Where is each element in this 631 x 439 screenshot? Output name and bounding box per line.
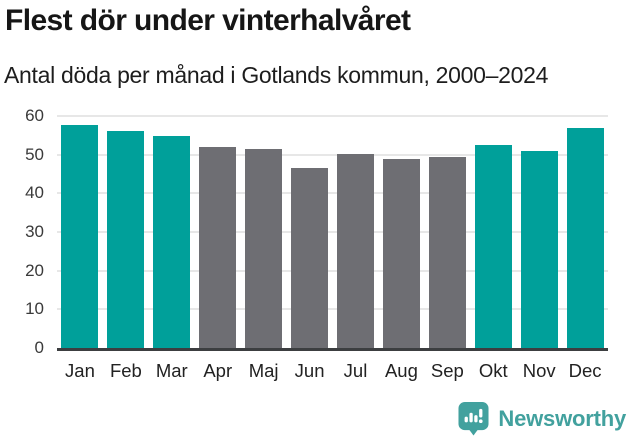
bar-maj <box>245 149 283 348</box>
chart-subtitle: Antal döda per månad i Gotlands kommun, … <box>4 62 549 88</box>
x-tick-label-jul: Jul <box>343 360 368 381</box>
bar-cell <box>424 116 470 348</box>
gridline <box>57 153 608 156</box>
y-tick-label: 20 <box>25 260 44 280</box>
y-tick-label: 10 <box>25 299 44 319</box>
bar-cell <box>287 116 333 348</box>
bar-okt <box>474 145 512 348</box>
bar-feb <box>107 130 145 348</box>
bar-cell <box>195 116 241 348</box>
bar-jun <box>291 168 329 348</box>
x-tick-label-dec: Dec <box>568 360 602 381</box>
x-tick-label-jun: Jun <box>294 360 325 381</box>
bar-dec <box>566 128 604 348</box>
bar-nov <box>520 150 558 348</box>
bar-jan <box>61 125 99 348</box>
x-tick-label-sep: Sep <box>430 360 464 381</box>
bar-chart: 0 10 20 30 40 50 60 Jan Feb Mar Apr Maj Jun Jul Aug Se… <box>0 106 631 382</box>
bar-cell <box>378 116 424 348</box>
bar-aug <box>382 159 420 348</box>
bar-cell <box>149 116 195 348</box>
y-tick-label: 30 <box>25 222 44 241</box>
gridline <box>57 192 608 195</box>
newsworthy-logo[interactable]: Newsworthy <box>458 401 626 436</box>
y-tick-label: 0 <box>34 338 44 357</box>
bar-sep <box>428 156 466 348</box>
gridline <box>57 115 608 117</box>
y-axis: 0 10 20 30 40 50 60 <box>0 106 57 357</box>
gridline <box>57 231 608 233</box>
x-tick-label-maj: Maj <box>248 360 279 381</box>
x-tick-label-okt: Okt <box>478 360 508 381</box>
bar-chart-speech-bubble-icon <box>458 402 489 436</box>
chart-title: Flest dör under vinterhalvåret <box>5 4 411 37</box>
gridline <box>57 269 608 272</box>
bar-cell <box>516 116 562 348</box>
x-tick-label-nov: Nov <box>522 360 556 381</box>
bar-cell <box>241 116 287 348</box>
gridline <box>57 308 608 311</box>
bar-cell <box>333 116 379 348</box>
x-tick-label-feb: Feb <box>109 360 142 381</box>
y-tick-label: 40 <box>25 183 44 203</box>
x-tick-label-aug: Aug <box>384 360 418 381</box>
bars-layer <box>57 116 608 348</box>
bar-cell <box>470 116 516 348</box>
bar-cell <box>103 116 149 348</box>
bar-jul <box>336 153 374 348</box>
y-tick-label: 60 <box>25 106 44 125</box>
plot-area <box>57 115 608 351</box>
y-tick-label: 50 <box>25 144 44 164</box>
bar-cell <box>562 116 608 348</box>
x-tick-label-mar: Mar <box>155 360 188 381</box>
bar-cell <box>57 116 103 348</box>
newsworthy-logo-text: Newsworthy <box>498 405 626 431</box>
bar-mar <box>153 136 191 348</box>
x-axis: Jan Feb Mar Apr Maj Jun Jul Aug Sep Okt Nov Dec <box>57 360 608 382</box>
x-tick-label-jan: Jan <box>65 360 95 381</box>
bar-apr <box>199 147 237 348</box>
x-tick-label-apr: Apr <box>203 360 233 381</box>
